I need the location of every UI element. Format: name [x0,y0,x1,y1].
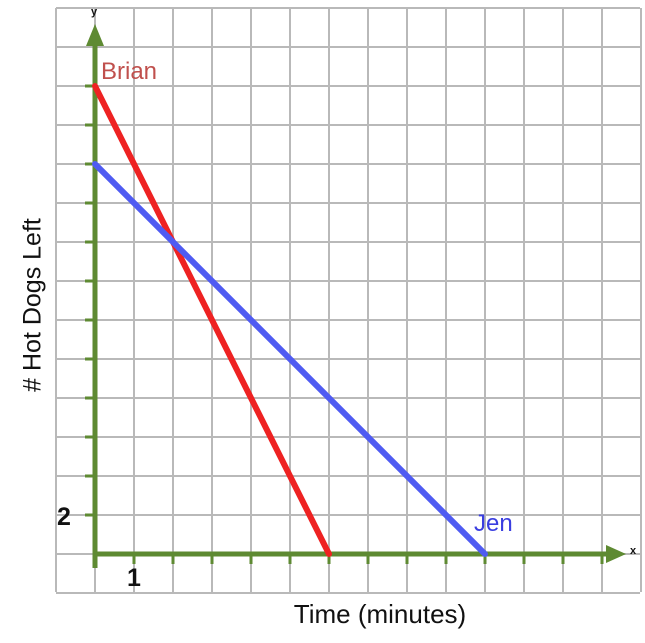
y-tick-label: 2 [57,503,71,531]
x-axis-letter: x [630,545,637,557]
y-axis-letter: y [91,6,98,18]
y-axis-title-wrap: # Hot Dogs Left [18,195,48,415]
series-line-brian [92,83,332,557]
x-axis-arrow [606,545,626,563]
grid [55,7,642,594]
series-line-jen [92,161,488,557]
axes [86,24,626,568]
x-axis-title: Time (minutes) [293,599,467,629]
y-axis-arrow [86,24,104,46]
axis-ticks [85,84,604,564]
y-axis-title: # Hot Dogs Left [18,218,47,392]
series-lines [92,83,488,557]
series-label-brian: Brian [101,58,158,85]
x-tick-label: 1 [127,564,141,592]
series-label-jen: Jen [474,510,513,537]
